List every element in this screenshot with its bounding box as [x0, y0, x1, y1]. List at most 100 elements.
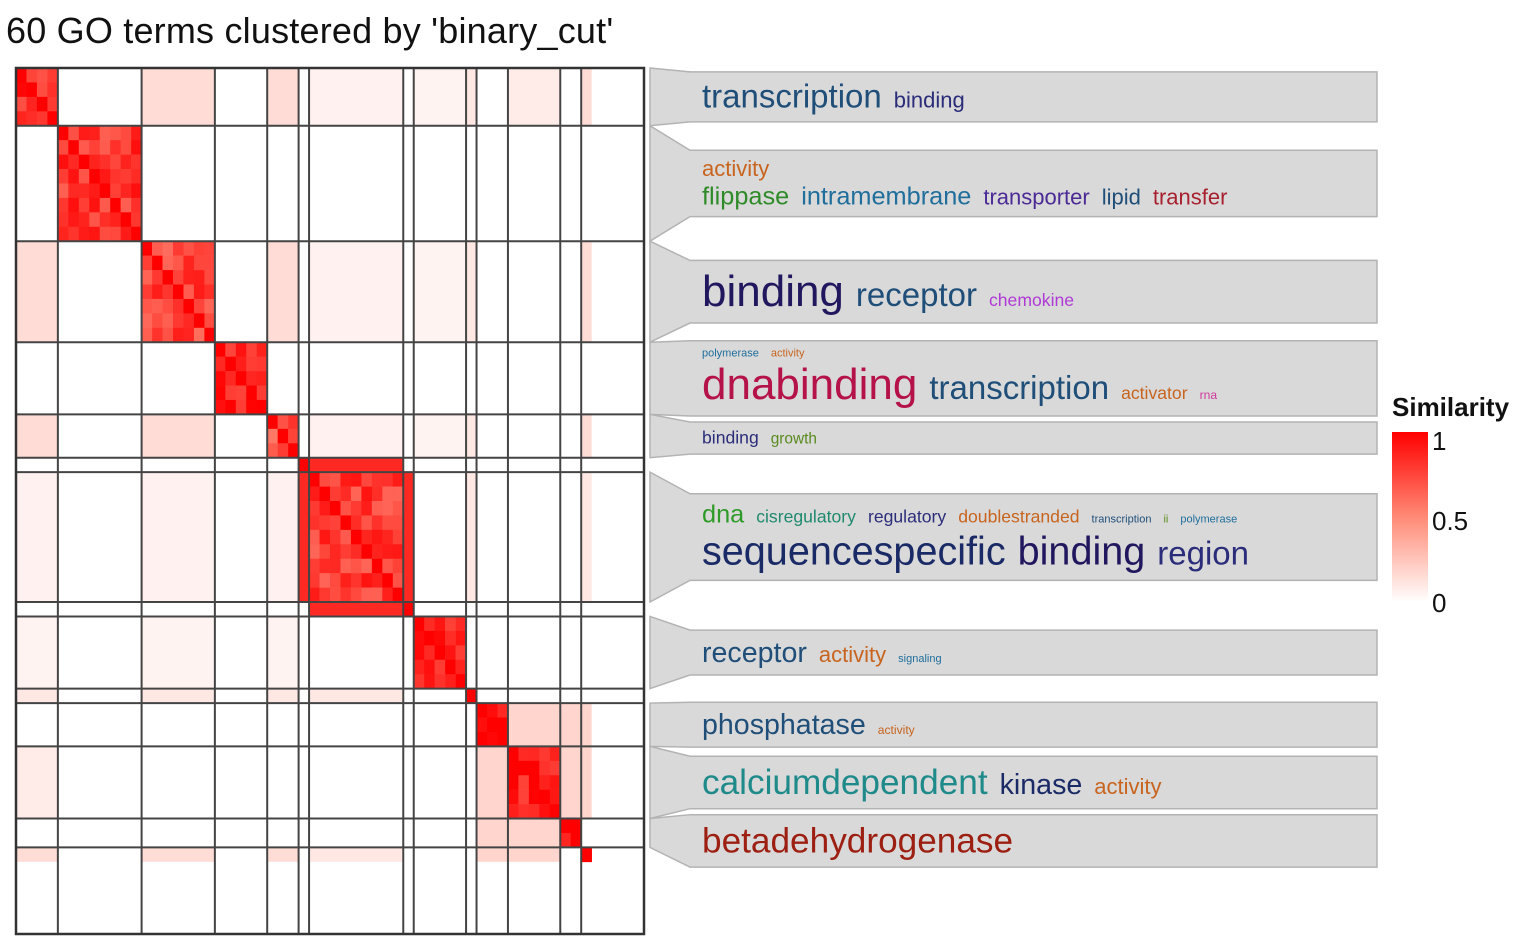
heatmap-cell: [298, 457, 310, 473]
heatmap-cell: [277, 443, 289, 458]
heatmap-cell: [424, 659, 435, 675]
heatmap-cell: [57, 226, 69, 242]
wordcloud-keyword: flippase: [702, 182, 789, 210]
heatmap-cell: [110, 154, 121, 170]
heatmap-cell: [319, 486, 331, 502]
heatmap-cell: [309, 529, 320, 545]
wordcloud-keyword: phosphatase: [702, 709, 866, 741]
heatmap-cell: [487, 731, 498, 747]
wordcloud-keyword: transporter: [983, 184, 1089, 209]
heatmap-cell: [141, 298, 153, 314]
heatmap-block: [309, 602, 404, 617]
cluster-grid-lines: [16, 68, 644, 934]
heatmap-cell: [277, 414, 289, 430]
heatmap-cell: [309, 587, 320, 603]
heatmap-cell: [235, 385, 247, 401]
heatmap-cell: [246, 342, 258, 357]
heatmap-cell: [382, 472, 394, 487]
heatmap-cell: [267, 428, 278, 444]
heatmap-cell: [214, 399, 226, 415]
heatmap-block: [466, 241, 477, 343]
heatmap-cell: [560, 832, 572, 848]
heatmap-cell: [173, 298, 184, 314]
heatmap-cell: [487, 717, 498, 733]
heatmap-cell: [371, 486, 383, 502]
heatmap-cell: [120, 125, 132, 141]
heatmap-cell: [382, 501, 394, 516]
heatmap-cell: [319, 501, 331, 516]
heatmap-cell: [141, 313, 153, 329]
heatmap-cell: [319, 472, 331, 487]
heatmap-block: [16, 746, 58, 819]
heatmap-cell: [424, 616, 435, 632]
heatmap-cell: [214, 356, 226, 372]
heatmap-cell: [204, 270, 216, 285]
wordcloud-keyword: activity: [702, 156, 769, 181]
heatmap-cell: [476, 703, 488, 718]
heatmap-block: [581, 746, 592, 819]
wordcloud-panel: [649, 413, 1378, 459]
heatmap-cell: [214, 342, 226, 357]
wordcloud-keyword: receptor: [856, 276, 977, 313]
heatmap-cell: [455, 616, 467, 632]
heatmap-cell: [309, 573, 320, 588]
wordcloud-panel: [649, 470, 1378, 604]
heatmap-cell: [434, 616, 446, 632]
heatmap-cell: [16, 111, 27, 127]
heatmap-cell: [110, 197, 121, 213]
wordcloud-keyword: ii: [1163, 513, 1168, 525]
legend-tick-label: 1: [1432, 426, 1447, 456]
wordcloud-keyword: betadehydrogenase: [702, 821, 1013, 860]
heatmap-cell: [507, 746, 519, 762]
wordcloud-keyword: region: [1157, 534, 1249, 571]
heatmap-cell: [120, 169, 132, 184]
heatmap-cell: [193, 327, 205, 343]
heatmap-cell: [57, 212, 69, 228]
heatmap-block: [476, 746, 508, 819]
heatmap-cell: [445, 616, 456, 632]
heatmap-cell: [235, 371, 247, 386]
heatmap-cell: [162, 284, 174, 300]
heatmap-cell: [361, 587, 373, 603]
heatmap-cell: [162, 327, 174, 343]
heatmap-block: [507, 703, 561, 747]
heatmap-block: [560, 703, 582, 747]
wordcloud-keyword: binding: [1018, 529, 1146, 573]
heatmap-cell: [193, 270, 205, 285]
heatmap-cell: [225, 385, 237, 401]
heatmap-cell: [235, 356, 247, 372]
heatmap-cell: [78, 183, 90, 199]
heatmap-cell: [16, 68, 27, 83]
heatmap-cell: [225, 356, 237, 372]
heatmap-cell: [392, 486, 404, 502]
heatmap-block: [16, 241, 58, 343]
heatmap-cell: [319, 573, 331, 588]
wordcloud-keyword: dna: [702, 500, 745, 528]
heatmap-cell: [350, 558, 362, 574]
heatmap-cell: [309, 486, 320, 502]
heatmap-cell: [549, 789, 561, 805]
heatmap-cell: [99, 169, 111, 184]
heatmap-cell: [319, 544, 331, 560]
heatmap-block: [476, 818, 508, 848]
heatmap-cell: [68, 183, 80, 199]
wordcloud-keyword: calciumdependent: [702, 763, 988, 802]
heatmap-cell: [539, 804, 551, 819]
heatmap-cell: [340, 501, 352, 516]
heatmap-cell: [173, 327, 184, 343]
heatmap-cell: [581, 847, 592, 863]
wordcloud-keyword: dnabinding: [702, 360, 917, 409]
heatmap-cell: [57, 125, 69, 141]
heatmap-cell: [89, 183, 101, 199]
heatmap-cell: [392, 558, 404, 574]
heatmap-cell: [131, 212, 142, 228]
heatmap-cell: [350, 573, 362, 588]
heatmap-block: [403, 472, 414, 603]
heatmap-block: [466, 472, 477, 603]
wordcloud-keyword: activator: [1121, 383, 1188, 403]
heatmap-cell: [570, 832, 582, 848]
heatmap-block: [507, 847, 561, 862]
heatmap-cell: [507, 804, 519, 819]
heatmap-cell: [528, 760, 540, 776]
heatmap-cell: [455, 630, 467, 646]
